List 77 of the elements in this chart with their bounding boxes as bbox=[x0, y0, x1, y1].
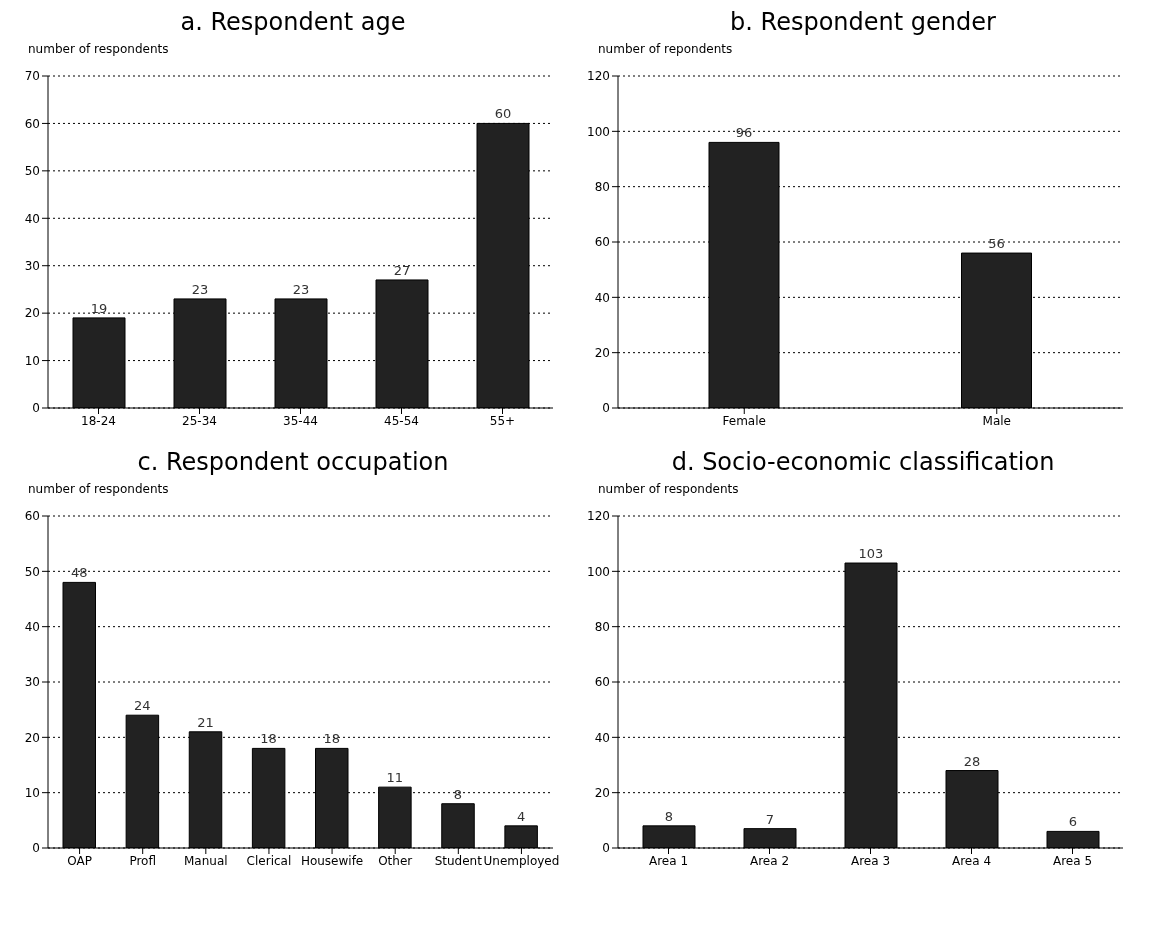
x-tick-label: OAP bbox=[67, 853, 92, 868]
y-tick-label: 40 bbox=[24, 619, 40, 634]
y-tick-label: 30 bbox=[24, 675, 40, 690]
y-tick-label: 70 bbox=[24, 69, 40, 84]
y-tick-label: 30 bbox=[24, 258, 40, 273]
y-tick-label: 60 bbox=[24, 116, 40, 131]
y-tick-label: 10 bbox=[24, 353, 40, 368]
x-tick-label: 45-54 bbox=[384, 413, 419, 428]
x-tick-label: 25-34 bbox=[182, 413, 217, 428]
data-label: 6 bbox=[1068, 814, 1078, 830]
y-tick-label: 80 bbox=[594, 179, 610, 194]
y-tick-label: 80 bbox=[594, 619, 610, 634]
data-label: 7 bbox=[765, 811, 775, 827]
y-tick-label: 50 bbox=[24, 164, 40, 179]
data-label: 21 bbox=[197, 714, 214, 730]
y-tick-label: 20 bbox=[594, 785, 610, 800]
x-tick-label: Area 5 bbox=[1052, 853, 1093, 868]
data-label: 23 bbox=[191, 281, 209, 297]
data-label: 96 bbox=[735, 125, 753, 141]
chart-title: a. Respondent age bbox=[179, 8, 407, 38]
y-tick-label: 100 bbox=[587, 564, 610, 579]
y-tick-label: 20 bbox=[24, 306, 40, 321]
chart-title: b. Respondent gender bbox=[729, 8, 997, 38]
y-tick-label: 0 bbox=[602, 401, 610, 416]
y-tick-label: 100 bbox=[587, 124, 610, 139]
data-label: 8 bbox=[664, 808, 674, 824]
y-tick-label: 60 bbox=[594, 235, 610, 250]
data-label: 8 bbox=[453, 786, 463, 802]
x-tick-label: Area 4 bbox=[951, 853, 992, 868]
chart-title: d. Socio-economic classification bbox=[670, 448, 1056, 478]
x-tick-label: Profl bbox=[129, 853, 156, 868]
x-tick-label: Female bbox=[722, 413, 766, 428]
x-tick-label: Area 2 bbox=[749, 853, 790, 868]
y-axis-title: number of respondents bbox=[28, 42, 170, 58]
data-label: 18 bbox=[260, 731, 277, 747]
y-tick-label: 20 bbox=[24, 730, 40, 745]
data-label: 23 bbox=[292, 281, 310, 297]
y-tick-label: 40 bbox=[594, 730, 610, 745]
y-tick-label: 10 bbox=[24, 785, 40, 800]
data-label: 28 bbox=[963, 753, 981, 769]
y-axis-title: number of repondents bbox=[598, 42, 734, 58]
x-tick-label: Area 1 bbox=[648, 853, 689, 868]
x-tick-label: Housewife bbox=[300, 853, 364, 868]
y-tick-label: 0 bbox=[32, 401, 40, 416]
x-tick-label: Manual bbox=[184, 853, 228, 868]
y-axis-title: number of respondents bbox=[598, 482, 740, 498]
y-tick-label: 120 bbox=[587, 69, 610, 84]
y-tick-label: 0 bbox=[32, 841, 40, 856]
x-tick-label: 35-44 bbox=[283, 413, 318, 428]
data-label: 27 bbox=[393, 262, 411, 278]
x-tick-label: Clerical bbox=[246, 853, 292, 868]
y-tick-label: 60 bbox=[24, 509, 40, 524]
y-tick-label: 0 bbox=[602, 841, 610, 856]
y-tick-label: 60 bbox=[594, 675, 610, 690]
y-tick-label: 50 bbox=[24, 564, 40, 579]
data-label: 24 bbox=[134, 698, 151, 714]
x-tick-label: Male bbox=[982, 413, 1011, 428]
data-label: 103 bbox=[858, 546, 884, 562]
x-tick-label: Unemployed bbox=[483, 853, 560, 868]
x-tick-label: 55+ bbox=[489, 413, 516, 428]
data-label: 48 bbox=[70, 565, 88, 581]
y-axis-title: number of respondents bbox=[28, 482, 170, 498]
data-label: 11 bbox=[386, 770, 404, 786]
chart-title: c. Respondent occupation bbox=[136, 448, 450, 478]
x-tick-label: Other bbox=[378, 853, 413, 868]
data-label: 56 bbox=[988, 236, 1005, 252]
data-label: 60 bbox=[494, 106, 512, 122]
data-label: 19 bbox=[90, 300, 108, 316]
x-tick-label: Student bbox=[434, 853, 483, 868]
x-tick-label: Area 3 bbox=[850, 853, 891, 868]
y-tick-label: 40 bbox=[594, 290, 610, 305]
data-label: 18 bbox=[323, 731, 341, 747]
data-label: 4 bbox=[516, 808, 526, 824]
x-tick-label: 18-24 bbox=[81, 413, 116, 428]
y-tick-label: 40 bbox=[24, 211, 40, 226]
y-tick-label: 120 bbox=[587, 509, 610, 524]
y-tick-label: 20 bbox=[594, 345, 610, 360]
